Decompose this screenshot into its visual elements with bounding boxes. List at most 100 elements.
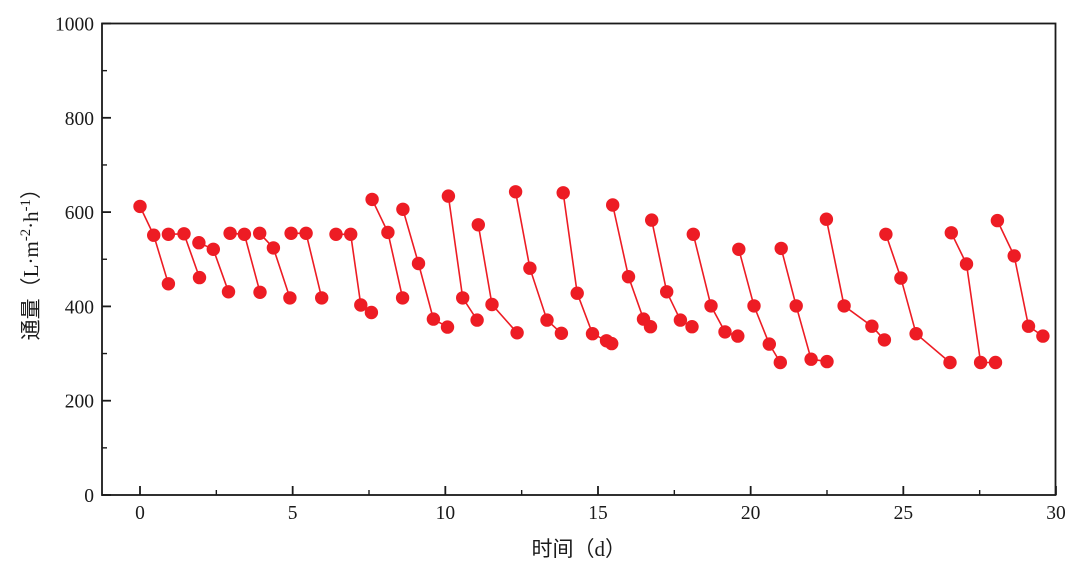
data-point (606, 198, 620, 212)
data-series (133, 185, 1050, 370)
data-point (206, 242, 220, 256)
x-axis-title: 时间（d） (532, 537, 627, 561)
data-point (523, 261, 537, 275)
data-point (299, 226, 313, 240)
data-segment (291, 232, 323, 299)
x-tick-label: 25 (894, 503, 914, 524)
data-point (554, 326, 569, 340)
data-segment (336, 233, 372, 314)
data-point (988, 355, 1003, 370)
data-point (556, 186, 570, 200)
data-point (329, 227, 343, 241)
data-point (441, 189, 456, 203)
data-point (943, 355, 957, 370)
data-point (877, 333, 892, 347)
data-point (704, 299, 718, 313)
y-axis-title: 通量（L·m-2·h-1） (18, 178, 43, 340)
data-point (762, 337, 776, 351)
data-point (894, 271, 908, 285)
x-tick-label: 0 (135, 503, 145, 524)
y-tick-label: 1000 (55, 15, 94, 36)
data-point (283, 291, 297, 305)
data-segment (885, 234, 951, 364)
data-point (837, 299, 851, 313)
data-point (266, 241, 281, 255)
data-point (819, 212, 834, 226)
data-point (820, 354, 834, 369)
data-point (621, 270, 636, 284)
data-point (660, 285, 674, 299)
x-tick-label: 20 (741, 503, 761, 524)
data-point (315, 291, 329, 305)
data-point (192, 270, 207, 285)
data-point (284, 226, 298, 240)
data-point (570, 286, 584, 300)
data-point (879, 227, 893, 241)
data-segment (139, 206, 170, 285)
data-point (1021, 319, 1036, 333)
y-tick-label: 200 (65, 392, 94, 413)
data-point (147, 228, 161, 242)
data-point (944, 226, 958, 240)
data-segment (562, 192, 613, 345)
data-point (161, 277, 176, 291)
data-point (485, 297, 499, 312)
data-point (456, 291, 470, 305)
x-tick-label: 10 (436, 503, 456, 524)
data-point (645, 213, 659, 227)
data-point (1036, 329, 1050, 343)
x-tick-label: 5 (288, 503, 298, 524)
data-segment (514, 191, 562, 334)
data-point (773, 355, 787, 370)
data-point (1007, 249, 1021, 263)
data-point (192, 236, 206, 250)
data-segment (950, 232, 996, 364)
data-point (381, 225, 395, 240)
data-point (364, 305, 379, 320)
data-point (508, 185, 523, 199)
data-point (865, 319, 879, 333)
x-axis: 0 5 10 15 20 25 30 (135, 486, 1066, 524)
data-point (133, 199, 147, 214)
data-point (223, 226, 237, 240)
data-segment (477, 224, 518, 334)
data-point (747, 299, 761, 313)
data-point (365, 192, 379, 207)
data-segment (692, 234, 739, 337)
data-point (161, 227, 176, 241)
data-segment (825, 219, 885, 341)
data-point (909, 327, 923, 341)
data-point (237, 227, 252, 241)
data-segment (780, 248, 828, 363)
data-point (732, 242, 746, 256)
data-point (643, 320, 658, 334)
data-segment (371, 199, 404, 299)
y-tick-label: 0 (84, 486, 94, 507)
data-segment (230, 232, 261, 293)
data-point (395, 291, 410, 305)
data-segment (402, 209, 448, 328)
data-point (471, 218, 485, 232)
y-tick-label: 800 (65, 109, 94, 130)
data-point (177, 227, 191, 241)
data-point (426, 312, 441, 326)
x-tick-label: 30 (1046, 503, 1066, 524)
data-point (585, 327, 600, 341)
data-point (789, 299, 803, 313)
data-segment (738, 249, 781, 363)
data-point (774, 241, 788, 256)
plot-frame (101, 22, 1057, 496)
data-segment (996, 220, 1044, 337)
data-point (411, 256, 426, 271)
x-tick-label: 15 (588, 503, 608, 524)
data-point (344, 227, 358, 241)
data-point (221, 285, 236, 299)
data-point (686, 227, 700, 241)
data-point (804, 352, 818, 366)
y-axis: 0 200 400 600 800 1000 (55, 15, 111, 507)
data-point (510, 326, 524, 340)
data-point (253, 226, 267, 240)
data-point (253, 285, 267, 299)
data-point (440, 320, 455, 334)
